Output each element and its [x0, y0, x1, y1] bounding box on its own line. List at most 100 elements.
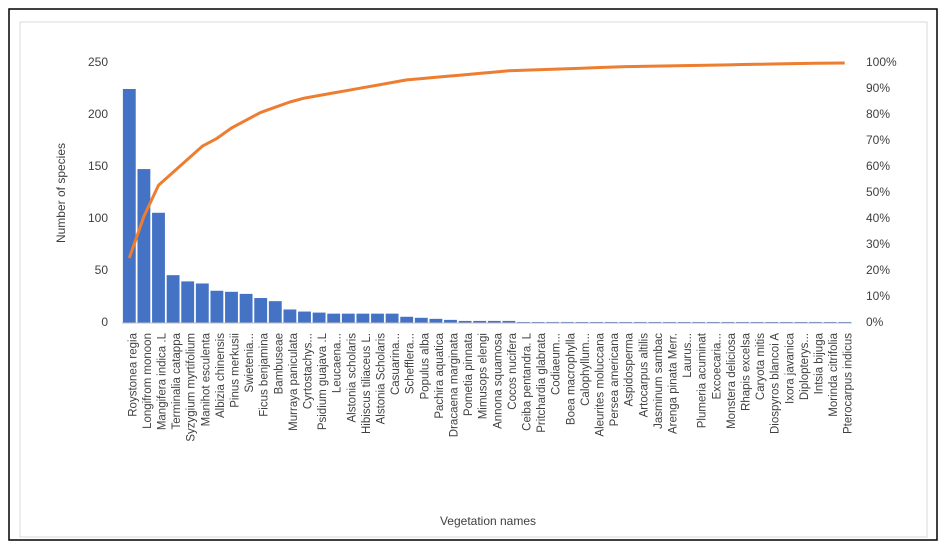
bar: [531, 321, 545, 323]
bar: [312, 312, 326, 323]
y2-tick-label: 0%: [866, 315, 884, 329]
bar: [341, 313, 355, 323]
x-tick-label: Plumeria acuminat: [697, 332, 709, 428]
y-tick-label: 0: [101, 315, 108, 329]
bar: [458, 320, 472, 323]
y2-tick-label: 30%: [866, 237, 890, 251]
x-tick-label: Monstera deliciosa: [726, 332, 738, 428]
x-tick-label: Ixora javanica: [784, 332, 796, 404]
bar: [137, 169, 151, 323]
x-tick-label: Jasminum sambac: [653, 333, 665, 429]
x-tick-label: Syzygium myrtifolium: [186, 333, 198, 442]
x-tick-label: Aspidosperma: [624, 332, 636, 406]
y2-tick-label: 20%: [866, 263, 890, 277]
x-tick-label: Longifrom monoon: [142, 333, 154, 429]
bar: [809, 321, 822, 323]
bar: [210, 290, 224, 323]
bar: [414, 317, 428, 323]
x-tick-label: Annona squamosa: [492, 332, 504, 429]
x-tick-label: Mangifera indica .L: [157, 332, 169, 430]
x-tick-label: Alstonia Scholaris: [376, 333, 388, 425]
bar: [677, 321, 691, 323]
bar: [560, 321, 574, 323]
bar: [706, 321, 720, 323]
bar: [794, 321, 808, 323]
x-tick-label: Mimusops elengi: [478, 333, 490, 419]
x-tick-label: Murraya paniculata: [288, 332, 300, 430]
bar: [225, 291, 238, 323]
x-tick-label: Swietenia...: [244, 333, 256, 392]
y-tick-label: 150: [88, 159, 108, 173]
bar: [765, 321, 779, 323]
x-tick-label: Ficus benjamina: [259, 332, 271, 416]
x-tick-label: Persea americana: [609, 332, 621, 426]
bar: [838, 321, 852, 323]
x-tick-label: Casuarina...: [390, 333, 402, 395]
bar: [385, 313, 399, 323]
x-tick-label: Psidium guajava .L: [317, 332, 329, 430]
x-tick-label: Pterocarpus indicus: [843, 333, 855, 434]
x-tick-label: Arenga pinata Merr.: [668, 333, 680, 434]
x-tick-label: Pometia pinnata: [463, 332, 475, 416]
y2-tick-label: 100%: [866, 55, 897, 69]
x-tick-label: Pinus merkusii: [230, 333, 242, 408]
x-tick-label: Calophyllum...: [580, 333, 592, 406]
x-tick-label: Roystonea regia: [127, 332, 139, 416]
x-tick-label: Populus alba: [419, 332, 431, 399]
y-tick-label: 250: [88, 55, 108, 69]
bar: [750, 321, 764, 323]
y2-tick-label: 70%: [866, 133, 890, 147]
bar: [779, 321, 793, 323]
y-tick-label: 50: [95, 263, 109, 277]
x-tick-label: Aleurites moluccana: [595, 332, 607, 436]
bar: [429, 318, 443, 323]
bar: [166, 275, 180, 323]
cumulative-line: [127, 61, 845, 259]
x-tick-label: Ceiba pentandra. L: [522, 332, 534, 430]
x-tick-label: Artocarpus altilis: [638, 333, 650, 418]
y2-tick-label: 90%: [866, 81, 890, 95]
x-tick-label: Intsia bijuga: [814, 332, 826, 394]
bar: [692, 321, 706, 323]
y2-tick-label: 80%: [866, 107, 890, 121]
x-tick-label: Dracaena marginata: [449, 332, 461, 437]
bar: [823, 321, 837, 323]
x-tick-label: Morinda citrifolia: [828, 332, 840, 416]
x-tick-label: Laurus...: [682, 333, 694, 378]
x-tick-label: Leucaena...: [332, 333, 344, 393]
x-tick-label: Schefflera...: [405, 333, 417, 394]
y2-tick-label: 10%: [866, 289, 890, 303]
bar: [721, 321, 735, 323]
x-tick-label: Hibiscus tiliaceus L.: [361, 333, 373, 434]
bar: [502, 320, 516, 323]
bar: [736, 321, 749, 323]
bar: [590, 321, 603, 323]
bar: [356, 313, 370, 323]
x-tick-label: Pachira aquatica: [434, 332, 446, 418]
x-tick-label: Bambuseae: [273, 333, 285, 394]
x-tick-label: Cyrtostachys...: [303, 333, 315, 409]
x-tick-label: Manihot esculenta: [200, 332, 212, 426]
bar: [327, 313, 341, 323]
bar: [400, 316, 414, 323]
bar: [444, 319, 457, 323]
bar: [546, 321, 560, 323]
x-tick-label: Alstonia scholaris: [346, 333, 358, 423]
bar: [633, 321, 647, 323]
bar: [268, 301, 282, 323]
y-tick-label: 200: [88, 107, 108, 121]
x-tick-label: Terminalia catappa: [171, 332, 183, 429]
x-tick-label: Pritchardia glabrata: [536, 332, 548, 432]
x-tick-label: Diplopterys...: [799, 333, 811, 400]
x-tick-label: Diospyros blancoi A: [770, 333, 782, 434]
bar: [298, 311, 311, 323]
bar: [152, 212, 165, 323]
chart-area: [19, 21, 928, 538]
bar: [371, 313, 384, 323]
y-axis-title: Number of species: [54, 143, 68, 243]
bar: [487, 320, 501, 323]
x-tick-label: Cocos nucifera: [507, 332, 519, 409]
bar: [181, 281, 195, 323]
bar: [122, 89, 136, 323]
x-tick-label: Excoecaria...: [711, 333, 723, 399]
